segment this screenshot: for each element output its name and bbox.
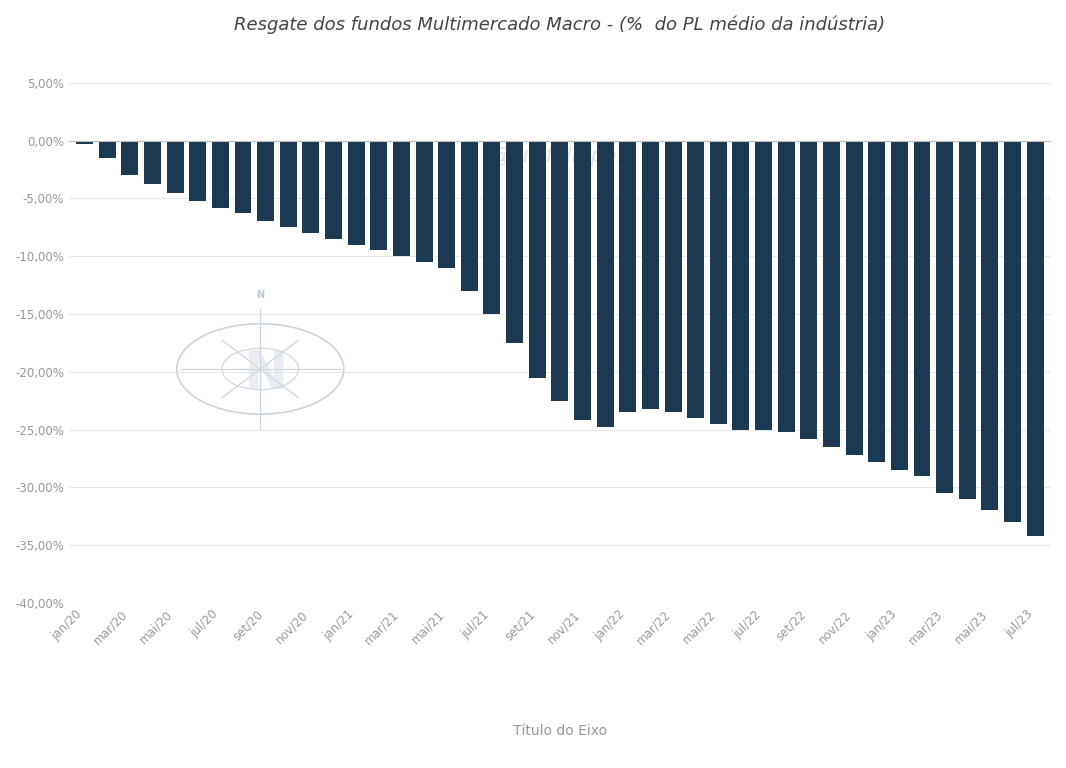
- Bar: [574, 141, 591, 420]
- Bar: [348, 141, 365, 244]
- Bar: [801, 141, 818, 439]
- Bar: [642, 141, 659, 409]
- Bar: [166, 141, 183, 193]
- Bar: [710, 141, 727, 424]
- Bar: [529, 141, 546, 378]
- Bar: [235, 141, 252, 214]
- Bar: [303, 141, 320, 233]
- Bar: [936, 141, 953, 493]
- Bar: [99, 141, 116, 158]
- Bar: [597, 141, 614, 427]
- Bar: [688, 141, 705, 418]
- Bar: [144, 141, 161, 184]
- Bar: [1027, 141, 1044, 536]
- Bar: [868, 141, 885, 462]
- Bar: [891, 141, 908, 470]
- Bar: [914, 141, 931, 476]
- Bar: [755, 141, 772, 429]
- Bar: [823, 141, 840, 447]
- Text: @luizfelippo1: @luizfelippo1: [489, 146, 630, 166]
- Bar: [484, 141, 500, 314]
- Bar: [461, 141, 478, 291]
- Text: N: N: [256, 290, 264, 300]
- Bar: [1004, 141, 1021, 522]
- Text: N: N: [243, 349, 288, 400]
- Bar: [845, 141, 862, 455]
- Bar: [551, 141, 568, 401]
- Bar: [212, 141, 229, 207]
- Bar: [778, 141, 794, 432]
- Title: Resgate dos fundos Multimercado Macro - (%  do PL médio da indústria): Resgate dos fundos Multimercado Macro - …: [235, 15, 886, 34]
- Bar: [982, 141, 999, 511]
- Bar: [416, 141, 433, 262]
- Bar: [122, 141, 139, 175]
- Bar: [732, 141, 749, 429]
- Bar: [370, 141, 387, 250]
- Bar: [76, 141, 93, 144]
- Bar: [958, 141, 975, 499]
- Bar: [393, 141, 410, 257]
- Bar: [257, 141, 274, 221]
- X-axis label: Título do Eixo: Título do Eixo: [513, 723, 607, 737]
- Bar: [664, 141, 681, 412]
- Bar: [325, 141, 342, 239]
- Bar: [506, 141, 523, 343]
- Bar: [190, 141, 206, 200]
- Bar: [279, 141, 296, 227]
- Bar: [438, 141, 455, 268]
- Bar: [619, 141, 636, 412]
